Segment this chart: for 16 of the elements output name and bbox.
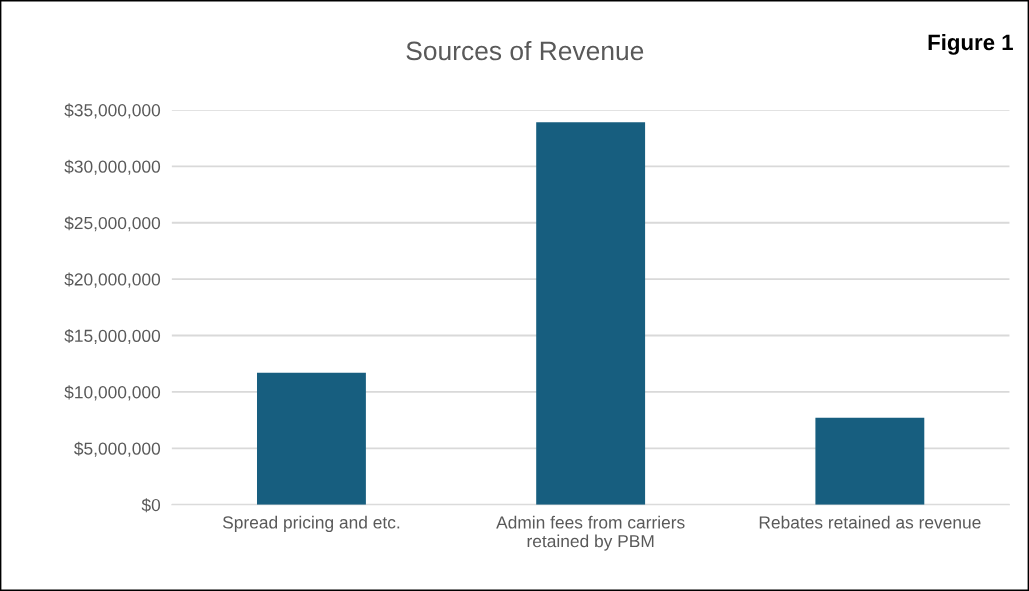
x-tick-label: Rebates retained as revenue bbox=[759, 515, 981, 529]
y-tick-label: $30,000,000 bbox=[64, 159, 161, 175]
bar bbox=[815, 417, 925, 505]
caption: Figure 1 bbox=[928, 33, 1013, 55]
y-tick-label: $15,000,000 bbox=[64, 328, 161, 345]
x-tick-label: Spread pricing and etc. bbox=[222, 515, 400, 533]
y-tick-label: $10,000,000 bbox=[64, 385, 161, 401]
y-tick-label: $5,000,000 bbox=[74, 441, 161, 457]
x-tick-label: Admin fees from carriers retained by PBM bbox=[496, 515, 685, 551]
y-tick-label: $35,000,000 bbox=[64, 103, 161, 119]
y-tick-label: $0 bbox=[141, 498, 161, 513]
y-tick-label: $20,000,000 bbox=[64, 272, 161, 288]
bar bbox=[257, 372, 366, 505]
y-tick-label: $25,000,000 bbox=[64, 216, 161, 232]
chart-title: Sources of Revenue bbox=[406, 40, 644, 61]
bar bbox=[536, 122, 646, 505]
